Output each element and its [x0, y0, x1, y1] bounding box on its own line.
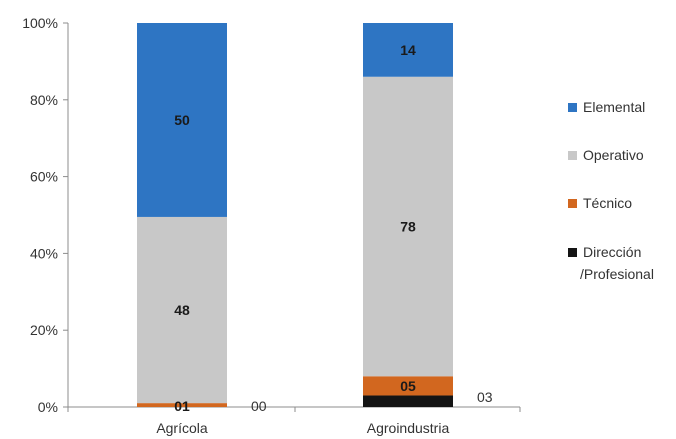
- y-tick-label: 0%: [38, 399, 58, 415]
- data-label: 03: [477, 389, 493, 405]
- data-label: 14: [400, 42, 416, 58]
- data-label: 78: [400, 219, 416, 235]
- legend: Elemental Operativo Técnico Dirección/Profe…: [568, 99, 654, 282]
- legend-label: Dirección: [583, 244, 641, 260]
- legend-swatch: [568, 103, 577, 112]
- bar-segment: [137, 403, 227, 407]
- legend-swatch: [568, 199, 577, 208]
- bar-segment: [363, 395, 453, 407]
- x-category-label: Agrícola: [156, 420, 208, 436]
- y-tick-label: 40%: [30, 245, 58, 261]
- data-label: 01: [174, 398, 190, 414]
- legend-swatch: [568, 248, 577, 257]
- axes: 0% 20% 40% 60% 80% 100% Agrícola Agroindustria: [22, 15, 521, 436]
- bar-segment: [137, 216, 227, 404]
- x-category-label: Agroindustria: [367, 420, 450, 436]
- bar-segment: [363, 23, 453, 77]
- bar-segment: [363, 376, 453, 396]
- y-tick-label: 100%: [22, 15, 58, 31]
- legend-label: Elemental: [583, 99, 645, 115]
- y-tick-label: 20%: [30, 322, 58, 338]
- legend-label: Técnico: [583, 195, 632, 211]
- bars: [137, 23, 453, 407]
- legend-label: Operativo: [583, 147, 644, 163]
- legend-label: /Profesional: [580, 266, 654, 282]
- y-tick-label: 60%: [30, 169, 58, 185]
- data-label: 00: [251, 398, 267, 414]
- data-label: 48: [174, 302, 190, 318]
- data-label: 05: [400, 378, 416, 394]
- legend-swatch: [568, 151, 577, 160]
- bar-segment: [137, 23, 227, 217]
- y-tick-label: 80%: [30, 92, 58, 108]
- data-labels: 00 01 48 50 03 05 78 14: [174, 42, 493, 414]
- data-label: 50: [174, 112, 190, 128]
- bar-segment: [363, 76, 453, 377]
